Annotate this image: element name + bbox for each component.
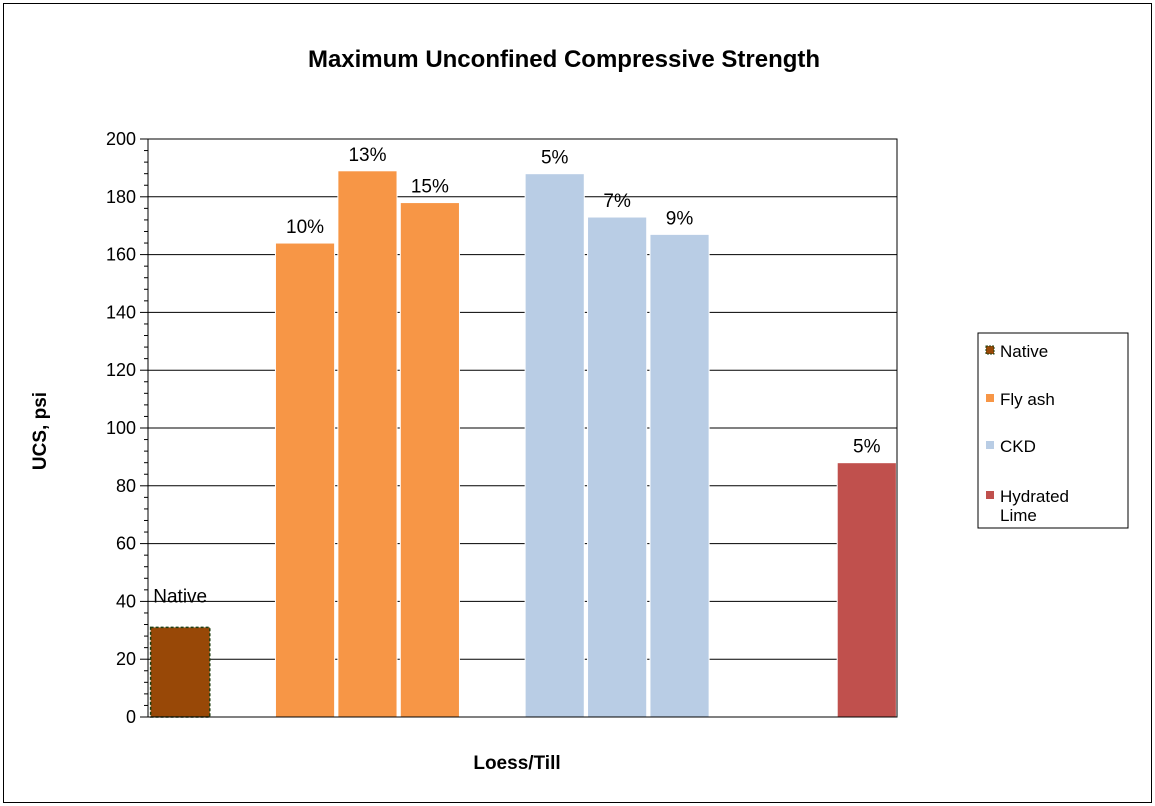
legend-swatch <box>986 441 994 449</box>
y-tick-label: 140 <box>106 302 136 322</box>
legend-swatch <box>985 345 995 355</box>
chart-svg: Maximum Unconfined Compressive Strength … <box>30 46 1129 774</box>
legend-swatch <box>986 394 994 402</box>
y-tick-label: 160 <box>106 245 136 265</box>
y-tick-label: 120 <box>106 360 136 380</box>
chart-frame: Maximum Unconfined Compressive Strength … <box>3 3 1152 803</box>
bar-fly-ash <box>337 170 398 718</box>
grid-lines <box>148 138 897 660</box>
bar-ckd <box>649 233 710 718</box>
bar-ckd <box>587 216 648 718</box>
y-tick-label: 100 <box>106 418 136 438</box>
data-label: 13% <box>348 145 386 166</box>
y-tick-label: 40 <box>116 591 136 611</box>
y-axis-title: UCS, psi <box>30 392 51 470</box>
plot-area <box>147 138 898 718</box>
chart-title: Maximum Unconfined Compressive Strength <box>308 46 820 73</box>
data-label: 5% <box>541 148 569 169</box>
data-label: Native <box>153 586 207 607</box>
legend: Native Fly ash CKD Hydrated Lime <box>977 332 1129 529</box>
data-label: 5% <box>853 437 881 458</box>
bar-native <box>149 626 211 718</box>
data-label: 15% <box>411 177 449 198</box>
legend-text: Hydrated Lime <box>1000 487 1069 525</box>
y-tick-label: 180 <box>106 187 136 207</box>
bar-fly-ash <box>274 242 336 718</box>
y-tick-label: 60 <box>116 534 136 554</box>
bar-layer <box>149 170 897 718</box>
bar-hydrated-lime <box>836 462 897 718</box>
legend-text: Native <box>1000 342 1048 361</box>
y-tick-label: 20 <box>116 649 136 669</box>
data-label: 10% <box>286 217 324 238</box>
legend-text: CKD <box>1000 437 1036 456</box>
axis-layer: 0 20 40 60 80 100 120 140 160 180 200 <box>106 129 898 727</box>
legend-text: Fly ash <box>1000 390 1055 409</box>
legend-swatch <box>986 491 994 499</box>
x-axis-title: Loess/Till <box>473 753 560 774</box>
bar-ckd <box>524 173 585 718</box>
data-labels: Native 10% 13% 15% 5% 7% 9% 5% <box>153 145 880 608</box>
data-label: 9% <box>666 208 694 229</box>
y-tick-label: 200 <box>106 129 136 149</box>
y-tick-label: 0 <box>126 707 136 727</box>
y-tick-label: 80 <box>116 476 136 496</box>
legend-box <box>977 332 1129 529</box>
bar-fly-ash <box>399 202 460 718</box>
data-label: 7% <box>603 191 631 212</box>
